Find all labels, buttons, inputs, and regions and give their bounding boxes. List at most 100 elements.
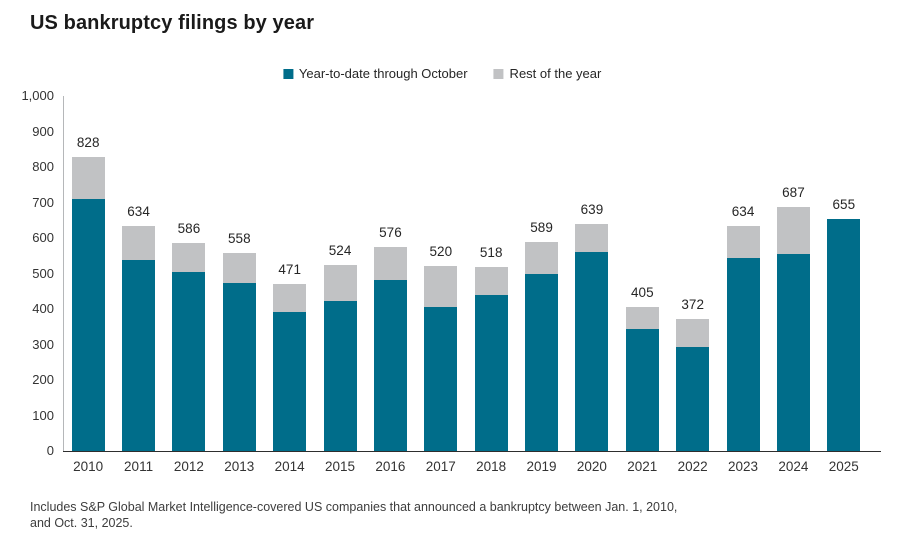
x-tick-label-2014: 2014: [274, 459, 305, 474]
bar-segment-ytd-2010: [71, 199, 105, 451]
y-tick-label-1000: 1,000: [21, 88, 54, 103]
bar-segment-rest-2017: [424, 266, 458, 308]
x-tick-label-2016: 2016: [375, 459, 406, 474]
bar-segment-ytd-2012: [172, 271, 206, 451]
y-tick-label-400: 400: [32, 301, 54, 316]
bar-segment-ytd-2018: [474, 294, 508, 451]
bar-segment-rest-2024: [776, 207, 810, 254]
footnote-line-2: and Oct. 31, 2025.: [30, 515, 133, 530]
bar-total-label-2020: 639: [580, 202, 604, 218]
bar-segment-rest-2023: [726, 225, 760, 258]
y-tick-label-300: 300: [32, 336, 54, 352]
legend: Year-to-date through October Rest of the…: [282, 66, 602, 81]
bar-segment-rest-2022: [676, 318, 710, 347]
bar-slot-2017: 520: [416, 96, 466, 451]
bar-slot-2014: 471: [265, 96, 315, 451]
bar-total-label-2021: 405: [631, 285, 654, 301]
bar-segment-ytd-2014: [273, 312, 307, 451]
x-tick-label-2013: 2013: [224, 459, 255, 474]
bar-total-label-2016: 576: [379, 224, 402, 240]
footnote: Includes S&P Global Market Intelligence-…: [30, 500, 677, 531]
bar-total-label-2010: 828: [76, 135, 100, 151]
bar-slot-2025: 655: [819, 96, 869, 451]
bar-slot-2018: 518: [466, 96, 516, 451]
bar-segment-ytd-2011: [122, 260, 156, 451]
x-axis-line: [63, 451, 881, 452]
bar-segment-ytd-2019: [525, 273, 559, 451]
x-tick-label-2010: 2010: [73, 459, 104, 474]
bar-segment-ytd-2025: [827, 218, 861, 451]
bar-segment-rest-2014: [273, 283, 307, 313]
bar-segment-ytd-2024: [776, 254, 810, 451]
bar-total-label-2019: 589: [530, 220, 553, 236]
bar-segment-rest-2010: [71, 157, 105, 199]
bar-total-label-2011: 634: [127, 203, 150, 219]
x-tick-label-2021: 2021: [627, 459, 658, 474]
bar-slot-2010: 828: [63, 96, 113, 451]
bar-segment-ytd-2021: [625, 328, 659, 451]
y-tick-label-200: 200: [32, 372, 54, 387]
bar-total-label-2018: 518: [479, 245, 503, 261]
x-tick-label-2025: 2025: [828, 459, 859, 474]
x-tick-label-2015: 2015: [325, 459, 356, 474]
bar-segment-rest-2015: [323, 264, 357, 301]
y-axis-line: [63, 96, 64, 451]
bar-segment-ytd-2023: [726, 257, 760, 451]
footnote-line-1: Includes S&P Global Market Intelligence-…: [30, 500, 678, 514]
bar-segment-ytd-2020: [575, 252, 609, 451]
bar-total-label-2022: 372: [681, 296, 704, 312]
legend-swatch-rest-icon: [493, 68, 504, 79]
bar-segment-rest-2016: [373, 246, 407, 280]
y-tick-label-100: 100: [32, 407, 54, 423]
legend-label-rest: Rest of the year: [509, 66, 602, 81]
x-tick-label-2019: 2019: [526, 459, 557, 474]
bar-segment-rest-2011: [122, 225, 156, 260]
y-tick-label-0: 0: [46, 443, 54, 458]
bar-slot-2021: 405: [617, 96, 667, 451]
bar-slot-2020: 639: [567, 96, 617, 451]
bar-segment-rest-2018: [474, 267, 508, 295]
bar-slot-2016: 576: [365, 96, 415, 451]
bar-total-label-2015: 524: [328, 242, 352, 258]
bar-segment-rest-2019: [525, 242, 559, 274]
bar-slot-2013: 558: [214, 96, 264, 451]
bar-slot-2012: 586: [164, 96, 214, 451]
bar-segment-rest-2013: [222, 252, 256, 284]
bar-segment-ytd-2015: [323, 300, 357, 451]
legend-label-ytd: Year-to-date through October: [298, 66, 468, 81]
y-tick-label-700: 700: [32, 194, 54, 210]
x-tick-label-2024: 2024: [778, 459, 809, 474]
bar-segment-rest-2021: [625, 307, 659, 329]
x-tick-label-2023: 2023: [728, 459, 759, 474]
bar-slot-2023: 634: [718, 96, 768, 451]
bar-total-label-2024: 687: [782, 185, 805, 201]
bar-total-label-2025: 655: [832, 196, 856, 212]
bar-segment-ytd-2022: [676, 346, 710, 451]
bar-segment-rest-2020: [575, 224, 609, 253]
bar-total-label-2012: 586: [177, 220, 201, 236]
x-axis-labels: 2010 2011 2012 2013 2014 2015 2016 2017 2018 2019…: [63, 459, 869, 474]
bar-segment-ytd-2017: [424, 307, 458, 451]
y-tick-label-500: 500: [32, 265, 54, 281]
x-tick-label-2017: 2017: [425, 459, 456, 474]
bars: 828 634 586 558 471 524 576 520 518 589 639 405 372 6…: [63, 96, 869, 451]
bar-segment-ytd-2013: [222, 283, 256, 451]
legend-swatch-ytd-icon: [282, 68, 293, 79]
bar-slot-2019: 589: [516, 96, 566, 451]
bar-slot-2011: 634: [113, 96, 163, 451]
bar-slot-2022: 372: [668, 96, 718, 451]
chart-title: US bankruptcy filings by year: [30, 12, 315, 34]
bar-segment-ytd-2016: [373, 279, 407, 451]
legend-item-rest: Rest of the year: [493, 66, 602, 81]
y-tick-label-900: 900: [32, 123, 54, 139]
x-tick-label-2018: 2018: [476, 459, 507, 474]
bar-slot-2015: 524: [315, 96, 365, 451]
x-tick-label-2020: 2020: [576, 459, 607, 474]
bar-total-label-2014: 471: [278, 261, 301, 277]
x-tick-label-2011: 2011: [124, 459, 154, 474]
y-tick-label-800: 800: [32, 159, 54, 174]
bar-total-label-2013: 558: [228, 230, 251, 246]
bar-total-label-2023: 634: [731, 203, 755, 219]
bar-slot-2024: 687: [768, 96, 818, 451]
